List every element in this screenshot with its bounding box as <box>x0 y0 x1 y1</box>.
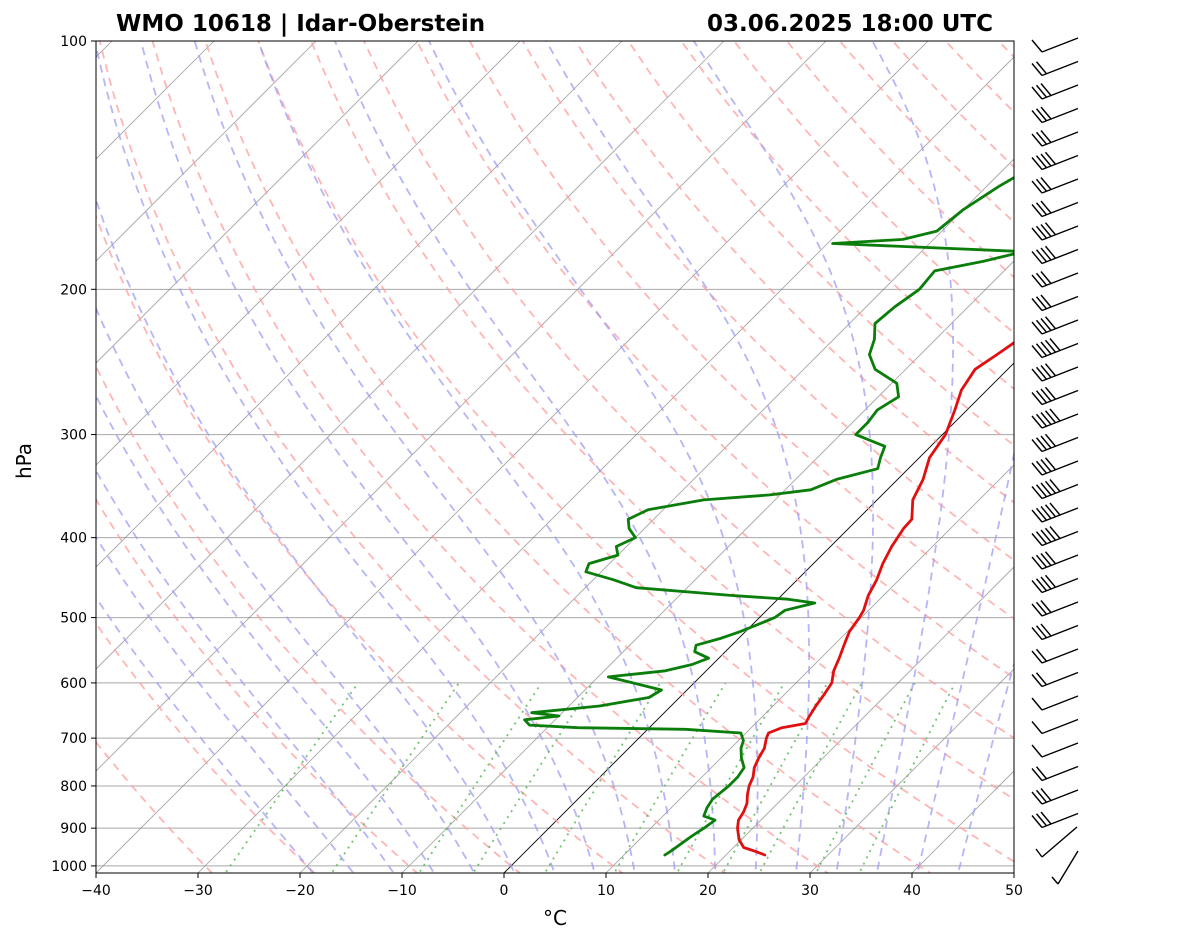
y-tick-label: 600 <box>60 676 87 692</box>
chart-title-datetime: 03.06.2025 18:00 UTC <box>707 11 993 37</box>
x-tick-label: 30 <box>801 883 819 899</box>
x-tick-label: 20 <box>699 883 717 899</box>
y-tick-label: 500 <box>60 611 87 627</box>
y-tick-label: 1000 <box>51 859 87 875</box>
x-tick-label: −20 <box>285 883 315 899</box>
y-tick-label: 200 <box>60 282 87 298</box>
x-axis-label: °C <box>543 906 567 930</box>
x-tick-label: −30 <box>183 883 213 899</box>
x-tick-label: 50 <box>1005 883 1023 899</box>
x-tick-label: −10 <box>387 883 417 899</box>
x-tick-label: 0 <box>500 883 509 899</box>
x-tick-label: −40 <box>81 883 111 899</box>
y-axis-label: hPa <box>12 443 36 479</box>
y-tick-label: 900 <box>60 821 87 837</box>
y-tick-label: 800 <box>60 779 87 795</box>
y-tick-label: 100 <box>60 34 87 50</box>
x-tick-label: 40 <box>903 883 921 899</box>
y-tick-label: 400 <box>60 531 87 547</box>
y-tick-label: 700 <box>60 731 87 747</box>
chart-title-station: WMO 10618 | Idar-Oberstein <box>116 11 485 37</box>
y-tick-label: 300 <box>60 428 87 444</box>
x-tick-label: 10 <box>597 883 615 899</box>
